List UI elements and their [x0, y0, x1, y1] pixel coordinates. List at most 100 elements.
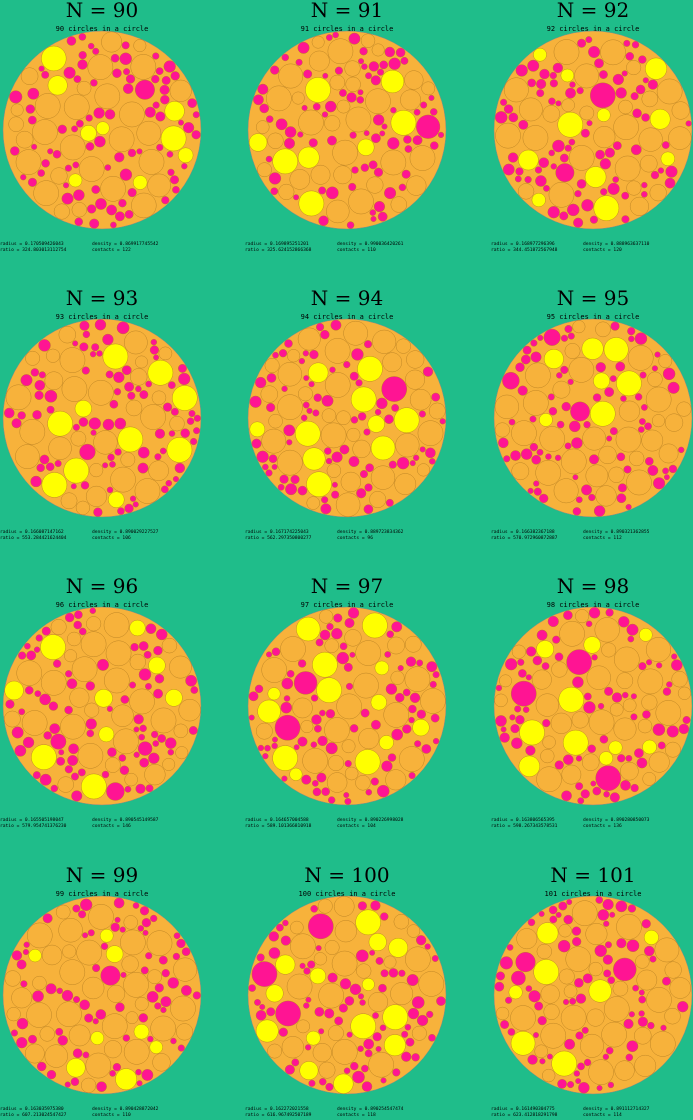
- packed-circle: [4, 407, 15, 419]
- packed-circle: [608, 740, 623, 755]
- packed-circle: [167, 168, 175, 176]
- packed-circle: [390, 107, 397, 114]
- packed-circle: [364, 1049, 373, 1058]
- packed-circle: [39, 1026, 55, 1042]
- packed-circle: [594, 944, 607, 957]
- packed-circle: [603, 920, 610, 927]
- packed-circle: [141, 1069, 154, 1081]
- packed-circle: [573, 217, 584, 228]
- packed-circle: [116, 321, 130, 335]
- packed-circle: [563, 984, 578, 998]
- packed-circle: [429, 458, 436, 465]
- packed-circle: [381, 123, 388, 130]
- packed-circle: [333, 896, 355, 917]
- packed-circle: [169, 416, 185, 432]
- packed-circle: [550, 712, 572, 734]
- packed-circle: [176, 938, 186, 949]
- packed-circle: [355, 379, 363, 387]
- packed-circle: [324, 115, 341, 132]
- packed-circle: [290, 933, 316, 960]
- packed-circle: [599, 70, 608, 79]
- packed-circle: [56, 756, 66, 766]
- packed-circle: [271, 647, 281, 657]
- packed-circle: [310, 905, 318, 913]
- packed-circle: [139, 724, 147, 733]
- packed-circle: [616, 914, 642, 940]
- packed-circle: [558, 901, 568, 911]
- packed-circle: [629, 450, 645, 467]
- packed-circle: [135, 1068, 142, 1076]
- packed-circle: [296, 616, 321, 642]
- packed-circle: [542, 735, 556, 749]
- packed-circle: [535, 175, 547, 187]
- packed-circle: [357, 89, 364, 96]
- packed-circle: [549, 915, 558, 924]
- packed-circle: [257, 699, 281, 724]
- packed-circle: [72, 340, 79, 347]
- packed-circle: [563, 754, 574, 765]
- packed-circle: [376, 397, 388, 410]
- packed-circle: [682, 716, 691, 724]
- packed-circle: [588, 1059, 614, 1085]
- stat-contacts: contacts = 114: [583, 1112, 622, 1118]
- packed-circle: [346, 221, 355, 229]
- packed-circle: [186, 417, 195, 425]
- packed-circle: [124, 785, 132, 793]
- packed-circle: [318, 186, 327, 195]
- packed-circle: [114, 211, 125, 222]
- packed-circle: [614, 1060, 635, 1081]
- packed-circle: [271, 742, 278, 750]
- packed-circle: [607, 1081, 615, 1089]
- packed-circle: [561, 401, 571, 412]
- packed-circle: [612, 141, 622, 151]
- packed-circle: [339, 642, 348, 651]
- packed-circle: [369, 949, 376, 956]
- packed-circle: [603, 996, 630, 1022]
- packed-circle: [503, 77, 529, 103]
- packed-circle: [572, 320, 586, 334]
- packed-circle: [429, 680, 437, 688]
- packed-circle: [85, 485, 107, 507]
- panel-subtitle: 94 circles in a circle: [301, 313, 394, 321]
- packed-circle: [302, 748, 328, 774]
- packed-circle: [364, 483, 373, 492]
- packed-circle: [360, 33, 376, 48]
- packed-circle: [527, 1054, 538, 1065]
- packed-circle: [21, 710, 48, 736]
- packed-circle: [567, 1081, 575, 1089]
- packed-circle: [406, 350, 425, 369]
- packed-circle: [593, 195, 620, 221]
- packed-circle: [564, 144, 572, 152]
- packed-circle: [381, 760, 393, 772]
- packed-circle: [78, 910, 87, 919]
- packed-circle: [657, 741, 666, 750]
- packed-circle: [622, 698, 637, 713]
- packed-circle: [327, 972, 338, 983]
- packed-circle: [537, 1016, 547, 1026]
- packed-circle: [548, 182, 575, 208]
- packed-circle: [627, 904, 636, 913]
- packed-circle: [161, 637, 178, 654]
- packed-circle: [19, 419, 46, 445]
- packed-circle: [25, 686, 34, 695]
- packed-circle: [332, 31, 339, 39]
- packed-circle: [567, 378, 574, 385]
- packed-circle: [560, 365, 569, 374]
- packed-circle: [308, 50, 330, 72]
- packed-circle: [93, 107, 105, 119]
- packed-circle: [430, 141, 439, 150]
- packed-circle: [524, 176, 532, 184]
- packed-circle: [606, 1046, 614, 1055]
- packed-circle: [589, 454, 599, 465]
- packed-circle: [314, 1007, 325, 1017]
- packed-circle: [685, 120, 692, 127]
- packed-circle: [615, 426, 642, 453]
- packed-circle: [286, 439, 293, 446]
- packed-circle: [93, 430, 118, 455]
- packed-circle: [85, 114, 93, 122]
- packed-circle: [104, 109, 116, 120]
- packed-circle: [325, 186, 339, 200]
- packed-circle: [366, 176, 384, 194]
- packed-circle: [554, 454, 562, 461]
- packed-circle: [595, 896, 603, 904]
